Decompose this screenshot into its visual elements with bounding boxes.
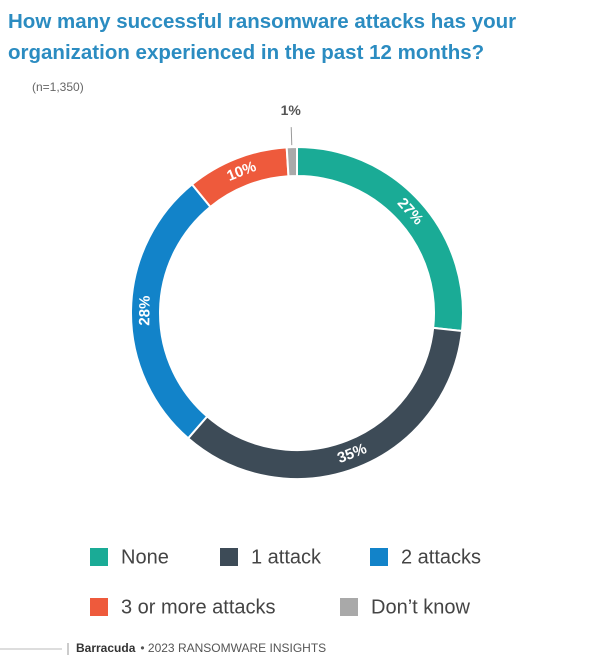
chart-title: How many successful ransomware attacks h… <box>8 10 517 64</box>
leader-line <box>290 127 293 146</box>
donut-segment <box>296 145 464 333</box>
footer-brand: Barracuda <box>76 641 136 655</box>
legend-label: 2 attacks <box>401 546 481 568</box>
chart-subtitle: (n=1,350) <box>32 80 84 94</box>
value-label: 28% <box>136 295 153 325</box>
legend-label: 3 or more attacks <box>121 596 276 618</box>
legend-swatch <box>90 548 108 566</box>
legend-swatch <box>370 548 388 566</box>
legend-label: 1 attack <box>251 546 322 568</box>
value-label: 1% <box>281 102 302 118</box>
legend-swatch <box>90 598 108 616</box>
footer-text: • 2023 RANSOMWARE INSIGHTS <box>140 641 326 655</box>
legend-swatch <box>340 598 358 616</box>
donut-segment <box>186 326 464 480</box>
legend-label: Don’t know <box>371 596 470 618</box>
legend-swatch <box>220 548 238 566</box>
donut-segment <box>285 145 298 178</box>
legend-label: None <box>121 546 169 568</box>
